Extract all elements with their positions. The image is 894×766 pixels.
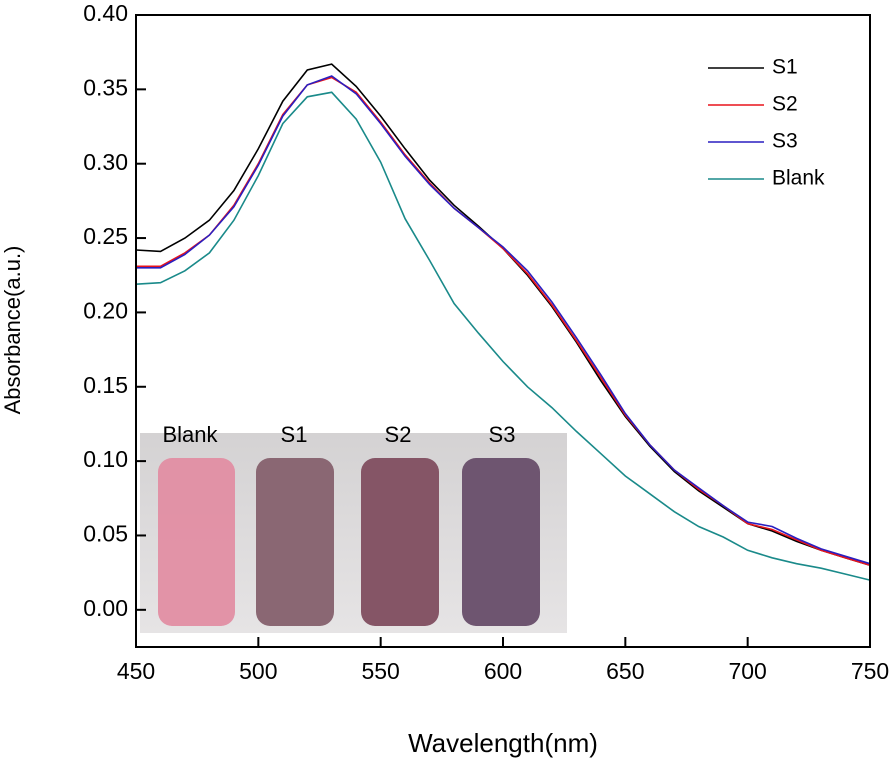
y-tick-label: 0.40 (83, 0, 128, 26)
y-axis-title: Absorbance(a.u.) (0, 246, 25, 415)
inset-label: Blank (162, 422, 218, 447)
inset-photo (140, 433, 567, 633)
inset-label: S2 (385, 422, 412, 447)
y-tick-label: 0.20 (83, 297, 128, 323)
x-axis-title: Wavelength(nm) (408, 728, 598, 758)
x-tick-label: 650 (606, 658, 644, 684)
legend-label: Blank (772, 167, 825, 190)
x-tick-label: 700 (728, 658, 766, 684)
x-tick-label: 550 (361, 658, 399, 684)
inset-label: S1 (281, 422, 308, 447)
series-line (135, 91, 871, 581)
y-tick-label: 0.35 (83, 74, 128, 100)
y-tick-label: 0.30 (83, 149, 128, 175)
x-tick-label: 750 (851, 658, 889, 684)
series-line (136, 75, 871, 565)
legend-label: S2 (772, 93, 798, 116)
y-tick-label: 0.00 (83, 595, 128, 621)
y-tick-label: 0.10 (83, 446, 128, 472)
x-tick-label: 450 (117, 658, 155, 684)
x-tick-label: 600 (484, 658, 522, 684)
legend-label: S1 (772, 56, 798, 79)
y-tick-label: 0.15 (83, 372, 128, 398)
x-tick-label: 500 (239, 658, 277, 684)
inset-label: S3 (489, 422, 516, 447)
y-tick-label: 0.25 (83, 223, 128, 249)
y-tick-label: 0.05 (83, 521, 128, 547)
legend-label: S3 (772, 130, 798, 153)
